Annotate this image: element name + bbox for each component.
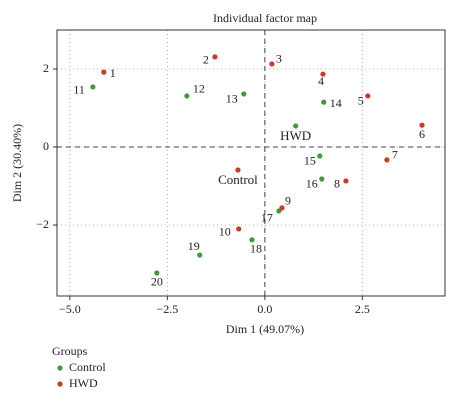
point: [90, 84, 96, 90]
point-label: 13: [226, 92, 238, 106]
point: [197, 252, 203, 258]
legend-marker: [57, 365, 63, 371]
point: [184, 93, 190, 99]
point: [384, 157, 390, 163]
x-axis-title: Dim 1 (49.07%): [226, 322, 304, 336]
point-label: 9: [285, 194, 291, 208]
point-label: 5: [358, 94, 364, 108]
point-label: 19: [188, 239, 200, 253]
point: [249, 237, 255, 243]
point: [343, 178, 349, 184]
point-label: 14: [330, 96, 342, 110]
point: [321, 99, 327, 105]
y-tick-label: −2: [36, 217, 49, 231]
point-label: 11: [73, 83, 85, 97]
legend-label: HWD: [69, 376, 98, 390]
point-label: 4: [318, 74, 324, 88]
point: [319, 176, 325, 182]
legend-title: Groups: [52, 344, 88, 358]
point: [419, 122, 425, 128]
point-label: 17: [261, 211, 273, 225]
point: [236, 226, 242, 232]
point-label: 3: [276, 52, 282, 66]
point-label: 15: [304, 154, 316, 168]
group-center-label: Control: [218, 172, 258, 187]
legend-marker: [57, 381, 63, 387]
y-tick-label: 2: [43, 61, 49, 75]
point-label: 12: [193, 82, 205, 96]
point-label: 10: [219, 225, 231, 239]
legend-label: Control: [69, 360, 106, 374]
point: [317, 153, 323, 159]
point-label: 1: [110, 66, 116, 80]
point: [269, 61, 275, 67]
point: [212, 54, 218, 60]
point: [241, 91, 247, 97]
point: [320, 71, 326, 77]
point-label: 16: [306, 177, 318, 191]
point-label: 20: [151, 275, 163, 289]
group-center-label: HWD: [280, 128, 311, 143]
y-tick-label: 0: [43, 139, 49, 153]
group-center: [293, 123, 299, 129]
x-tick-label: −5.0: [59, 302, 81, 316]
x-tick-label: 2.5: [355, 302, 370, 316]
plot-frame: [56, 29, 446, 297]
y-axis-title: Dim 2 (30.40%): [10, 124, 24, 202]
group-center: [235, 167, 241, 173]
point-label: 18: [250, 242, 262, 256]
point-label: 2: [203, 53, 209, 67]
point-label: 7: [392, 148, 398, 162]
x-tick-label: −2.5: [156, 302, 178, 316]
point: [154, 270, 160, 276]
point: [101, 69, 107, 75]
point: [365, 93, 371, 99]
chart-title: Individual factor map: [213, 11, 317, 25]
point-label: 6: [419, 127, 425, 141]
point: [279, 205, 285, 211]
x-tick-label: 0.0: [257, 302, 272, 316]
point-label: 8: [334, 177, 340, 191]
